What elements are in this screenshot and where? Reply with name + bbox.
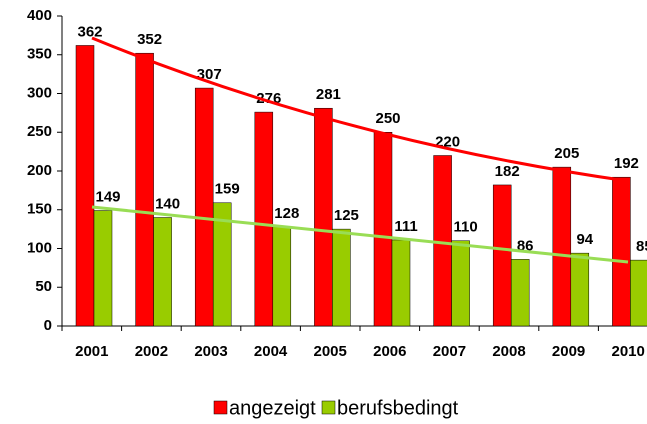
x-tick-label: 2003 [194, 343, 227, 360]
bar [212, 202, 232, 327]
bar [612, 176, 631, 327]
y-tick-label: 200 [27, 162, 52, 179]
data-label: 362 [77, 23, 102, 40]
x-tick-label: 2009 [552, 343, 585, 360]
legend-swatch [213, 400, 228, 415]
bar [391, 239, 411, 327]
data-label: 159 [215, 181, 240, 198]
y-tick-label: 100 [27, 239, 52, 256]
bar [93, 210, 113, 327]
data-label: 111 [394, 218, 417, 235]
bar [510, 259, 530, 327]
bar [272, 226, 292, 327]
data-label: 125 [334, 207, 359, 224]
bar [314, 107, 333, 327]
x-tick-label: 2004 [254, 343, 288, 360]
data-label: 352 [137, 31, 162, 48]
trend-line [91, 205, 629, 264]
data-label: 192 [614, 155, 639, 172]
y-tick-label: 0 [44, 317, 52, 334]
bar [552, 166, 572, 327]
y-tick-label: 400 [27, 7, 52, 24]
bar [194, 87, 214, 327]
bar [630, 259, 647, 327]
bar [433, 155, 452, 327]
bar [75, 45, 95, 327]
legend: angezeigt berufsbedingt [213, 397, 459, 419]
legend-swatch [321, 400, 336, 415]
x-tick-label: 2006 [373, 343, 406, 360]
bar [153, 217, 172, 327]
data-label: 149 [95, 188, 120, 205]
x-tick-label: 2008 [492, 343, 525, 360]
x-tick-label: 2010 [612, 343, 645, 360]
x-tick-label: 2005 [314, 343, 347, 360]
data-label: 281 [316, 86, 341, 103]
x-tick-label: 2002 [135, 343, 168, 360]
trend-line [91, 36, 629, 183]
y-tick-label: 300 [27, 84, 52, 101]
bar [135, 52, 154, 327]
data-label: 128 [274, 205, 299, 222]
data-label: 140 [155, 195, 180, 212]
bar [373, 132, 393, 327]
data-label: 182 [495, 163, 520, 180]
bar [254, 111, 274, 327]
bar [570, 252, 590, 327]
data-label: 250 [375, 110, 400, 127]
legend-label: angezeigt [229, 397, 316, 419]
data-label: 94 [576, 231, 593, 248]
x-tick-label: 2001 [75, 343, 108, 360]
data-label: 110 [453, 219, 477, 236]
y-tick-label: 50 [35, 278, 52, 295]
bar [451, 240, 470, 327]
x-tick-label: 2007 [433, 343, 466, 360]
y-tick-label: 350 [27, 46, 52, 63]
data-label: 205 [554, 145, 579, 162]
bar [332, 228, 351, 327]
y-tick-label: 250 [27, 123, 52, 140]
legend-label: berufsbedingt [337, 397, 459, 419]
bar [492, 184, 512, 327]
data-label: 85 [636, 238, 647, 255]
y-tick-label: 150 [27, 201, 52, 218]
